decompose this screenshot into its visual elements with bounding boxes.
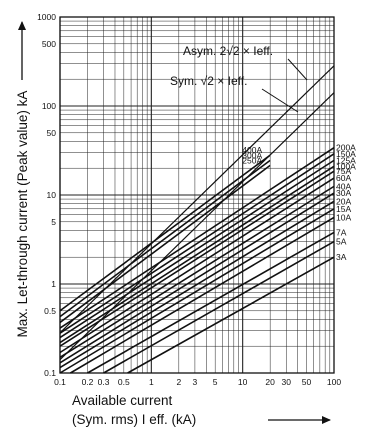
series-label-30a: 30A [336, 188, 351, 198]
series-line-250a [59, 164, 271, 324]
series-label-300a: 300A [242, 150, 262, 160]
x-tick-label: 5 [213, 377, 218, 387]
y-tick-label: 100 [42, 101, 56, 111]
series-line-400a [59, 154, 271, 312]
series-line-40a [59, 185, 335, 359]
y-tick-label: 500 [42, 39, 56, 49]
series-line-15a [59, 208, 335, 374]
y-tick-label: 0.5 [44, 306, 56, 316]
y-tick-label: 50 [47, 128, 57, 138]
x-tick-label: 10 [238, 377, 248, 387]
fuse-rating-lines [59, 147, 335, 374]
x-tick-label: 3 [193, 377, 198, 387]
series-line-200a [59, 147, 335, 329]
series-label-15a: 15A [336, 204, 351, 214]
tick-labels: 0.1 0.2 0.3 0.5 1 2 3 5 10 20 30 50 100 0.1 0.5 1 5 10 50 1… [37, 12, 341, 387]
series-line-20a [59, 200, 335, 369]
y-tick-label: 0.1 [44, 368, 56, 378]
x-tick-label: 30 [282, 377, 292, 387]
series-line-5a [103, 240, 335, 374]
series-line-7a [87, 231, 335, 374]
series-label-7a: 7A [336, 227, 347, 237]
x-axis-label-line1: Available current [72, 393, 173, 408]
series-line-150a [59, 153, 335, 334]
sym-annotation: Sym. √2 × Ieff. [170, 74, 247, 88]
x-tick-label: 0.2 [82, 377, 94, 387]
x-tick-label: 20 [265, 377, 275, 387]
series-line-300a [59, 159, 271, 318]
series-label-10a: 10A [336, 212, 351, 222]
series-line-3a [127, 256, 335, 374]
series-label-3a: 3A [336, 252, 347, 262]
series-label-75a: 75A [336, 166, 351, 176]
x-tick-label: 0.3 [98, 377, 110, 387]
series-label-40a: 40A [336, 181, 351, 191]
x-tick-label: 0.1 [54, 377, 66, 387]
series-line-30a [59, 192, 335, 364]
x-tick-label: 0.5 [118, 377, 130, 387]
series-label-60a: 60A [336, 173, 351, 183]
series-line-75a [59, 170, 335, 347]
x-axis-label-line2: (Sym. rms) I eff. (kA) [72, 412, 196, 427]
series-label-125a: 125A [336, 155, 356, 165]
x-tick-label: 100 [327, 377, 341, 387]
plot-frame [59, 16, 335, 374]
series-label-150a: 150A [336, 149, 356, 159]
series-label-20a: 20A [336, 196, 351, 206]
series-label-250a: 250A [242, 155, 262, 165]
y-tick-label: 1000 [37, 12, 56, 22]
y-tick-label: 10 [47, 190, 57, 200]
asym-leader-line [287, 58, 308, 81]
y-tick-label: 1 [51, 279, 56, 289]
reference-line-sym [59, 92, 335, 361]
annotations: Asym. 2√2 × Ieff. Sym. √2 × Ieff. [170, 44, 308, 113]
series-line-60a [59, 177, 335, 354]
series-line-100a [59, 165, 335, 344]
series-line-10a [70, 216, 335, 374]
sym-leader-line [261, 88, 299, 113]
series-label-100a: 100A [336, 161, 356, 171]
asym-annotation: Asym. 2√2 × Ieff. [183, 44, 273, 58]
series-label-5a: 5A [336, 237, 347, 247]
series-line-125a [59, 159, 335, 339]
y-tick-label: 5 [51, 217, 56, 227]
series-label-200a: 200A [336, 143, 356, 153]
x-tick-label: 50 [302, 377, 312, 387]
x-tick-label: 2 [176, 377, 181, 387]
y-axis-label: Max. Let-through current (Peak value) kA [15, 91, 30, 338]
x-tick-label: 1 [149, 377, 154, 387]
series-label-400a: 400A [242, 145, 262, 155]
